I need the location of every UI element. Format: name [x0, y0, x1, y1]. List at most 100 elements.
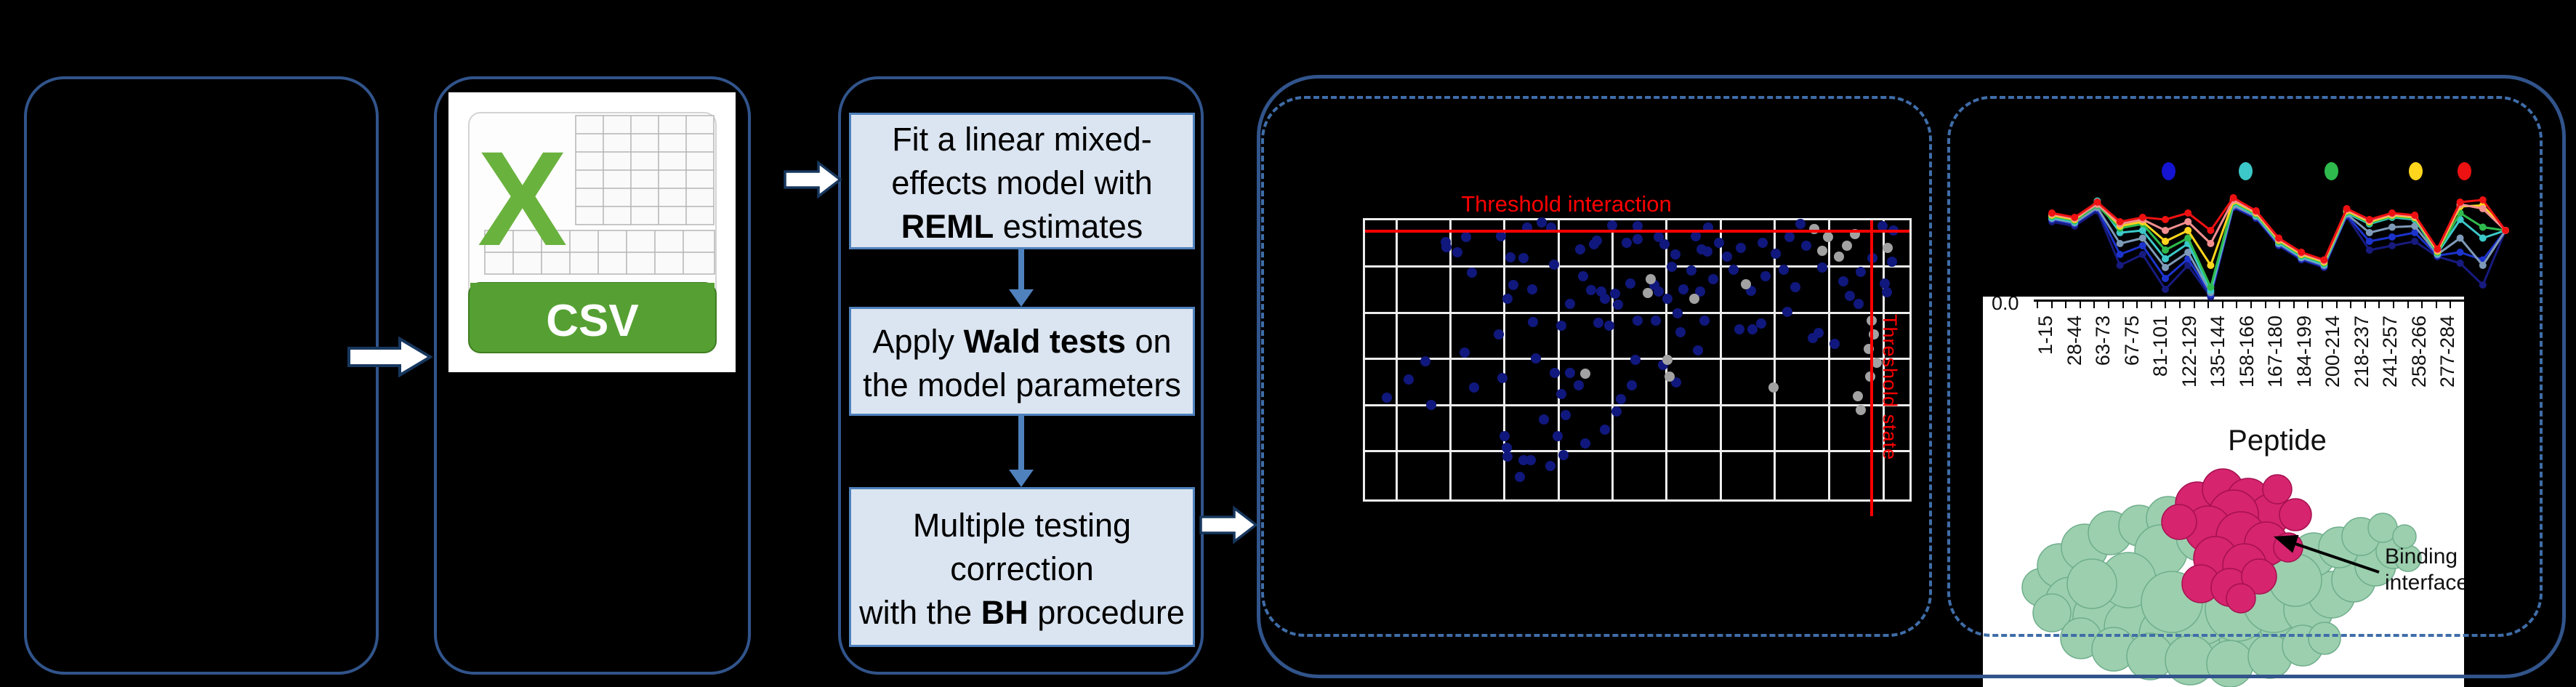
scatter-point — [1856, 267, 1867, 278]
scatter-point — [1518, 253, 1529, 264]
scatter-point — [1585, 285, 1596, 296]
gridline — [1720, 220, 1723, 499]
scatter-point — [1599, 294, 1610, 305]
scatter-point — [1771, 249, 1782, 260]
scatter-point — [1853, 299, 1864, 310]
bound-peptide-surface — [2161, 468, 2312, 614]
scatter-point — [1784, 232, 1795, 243]
csv-banner-label: CSV — [546, 296, 638, 346]
workflow-step-wald-tests: Apply Wald tests on the model parameters — [849, 307, 1195, 416]
scatter-point — [1526, 284, 1537, 295]
scatter-point — [1538, 414, 1549, 425]
scatter-point — [1574, 379, 1585, 390]
scatter-point — [1553, 431, 1563, 442]
scatter-point — [1671, 377, 1682, 388]
csv-file-icon: X CSV — [448, 92, 736, 372]
scatter-point — [1768, 382, 1779, 393]
scatter-point — [1735, 243, 1746, 254]
workflow-step-fit-model: Fit a linear mixed-effects model with REM… — [849, 113, 1195, 249]
legend-dot-icon — [2458, 162, 2471, 180]
scatter-point — [1632, 220, 1643, 231]
scatter-point — [1675, 326, 1686, 337]
scatter-point — [1555, 389, 1566, 400]
scatter-point — [1612, 300, 1623, 310]
threshold-state-label: Threshold state — [1879, 314, 1901, 461]
scatter-point — [1782, 306, 1793, 317]
scatter-point — [1565, 367, 1576, 378]
scatter-point — [1420, 355, 1431, 366]
scatter-point — [1627, 379, 1637, 390]
scatter-point — [1883, 243, 1893, 254]
scatter-point — [1555, 320, 1566, 331]
scatter-point — [1599, 425, 1610, 435]
x-axis-line — [2034, 300, 2464, 302]
gridline — [1558, 220, 1561, 499]
workflow-panel — [838, 76, 1204, 675]
binding-interface-label: Binding interface — [2385, 545, 2464, 595]
scatter-point — [1666, 262, 1677, 273]
scatter-point — [1662, 294, 1673, 305]
right-block-arrow-icon — [784, 161, 842, 198]
scatter-point — [1630, 355, 1641, 365]
scatter-point — [1822, 232, 1833, 243]
scatter-point — [1690, 230, 1701, 241]
scatter-point — [1502, 451, 1513, 462]
legend-dot-icon — [2239, 162, 2253, 180]
protein-structure-image — [2021, 468, 2422, 687]
scatter-point — [1659, 238, 1670, 249]
scatter-point — [1838, 276, 1849, 286]
scatter-point — [1548, 260, 1559, 270]
scatter-point — [1616, 393, 1627, 404]
scatter-point — [1778, 264, 1789, 275]
scatter-point — [1833, 251, 1844, 262]
scatter-point — [1829, 339, 1840, 350]
uptake-axis-and-protein-image: 0.0 1-15 28-44 63-73 67-75 81-101 122-129 135-… — [1983, 297, 2464, 687]
scatter-point — [1493, 329, 1504, 340]
scatter-point — [1531, 353, 1542, 364]
scatter-point — [1441, 242, 1452, 253]
down-arrow-icon — [1009, 249, 1034, 307]
scatter-point — [1757, 237, 1768, 248]
scatter-point — [1545, 460, 1555, 471]
scatter-point — [1381, 393, 1392, 403]
scatter-point — [1646, 273, 1657, 284]
csv-panel — [434, 76, 751, 675]
scatter-point — [1855, 405, 1866, 416]
threshold-state-line — [1870, 220, 1874, 517]
scatter-point — [1558, 449, 1569, 460]
volcano-scatter-plot — [1363, 217, 1912, 517]
legend-dot-icon — [2325, 162, 2338, 180]
scatter-point — [1672, 308, 1683, 318]
scatter-point — [1665, 371, 1675, 382]
gridline — [1365, 311, 1909, 314]
scatter-point — [1574, 244, 1585, 254]
scatter-point — [1877, 221, 1888, 232]
binding-interface-arrow-icon — [2274, 534, 2380, 574]
right-block-arrow-icon — [347, 337, 433, 377]
legend-dot-icon — [2409, 162, 2423, 180]
scatter-point — [1699, 315, 1710, 326]
legend-dot-icon — [2162, 162, 2175, 180]
scatter-point — [1702, 246, 1713, 257]
x-axis-title: Peptide — [2228, 425, 2327, 457]
scatter-point — [1452, 247, 1463, 258]
scatter-title: Threshold interaction — [1461, 191, 1672, 217]
gridline — [1774, 220, 1776, 499]
scatter-point — [1577, 270, 1588, 281]
scatter-point — [1755, 318, 1766, 329]
scatter-point — [1670, 249, 1681, 260]
scatter-point — [1790, 282, 1800, 293]
scatter-point — [1844, 291, 1855, 302]
scatter-point — [1466, 267, 1477, 278]
scatter-point — [1603, 320, 1614, 331]
scatter-point — [1708, 273, 1719, 284]
gridline — [1395, 220, 1398, 499]
gridline — [1449, 220, 1452, 499]
scatter-point — [1872, 357, 1883, 368]
workflow-step-bh-correction: Multiple testing correction with the BH pr… — [849, 487, 1195, 647]
scatter-point — [1686, 265, 1697, 276]
scatter-point — [1689, 293, 1700, 304]
gridline — [1365, 404, 1909, 407]
scatter-point — [1734, 324, 1744, 334]
